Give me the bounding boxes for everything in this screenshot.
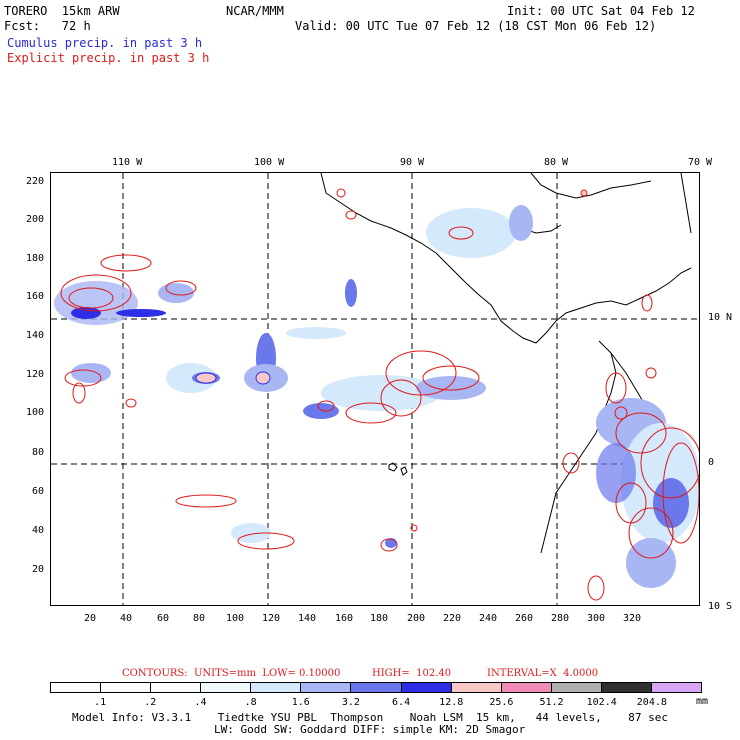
x-index-label: 140 bbox=[298, 613, 317, 624]
precip-map bbox=[50, 172, 700, 606]
y-index-label: 120 bbox=[25, 369, 44, 380]
y-index-label: 180 bbox=[25, 253, 44, 264]
y-index-label: 200 bbox=[25, 214, 44, 225]
x-index-label: 200 bbox=[407, 613, 426, 624]
init-time: Init: 00 UTC Sat 04 Feb 12 bbox=[507, 4, 695, 18]
x-index-label: 240 bbox=[479, 613, 498, 624]
x-index-label: 80 bbox=[193, 613, 206, 624]
lon-label: 70 W bbox=[688, 157, 713, 168]
x-index-label: 160 bbox=[335, 613, 354, 624]
x-index-label: 280 bbox=[551, 613, 570, 624]
x-index-label: 220 bbox=[443, 613, 462, 624]
legend-swatch bbox=[651, 683, 702, 692]
legend-swatch bbox=[251, 683, 302, 692]
legend-swatch bbox=[601, 683, 652, 692]
lat-label: 10 N bbox=[708, 312, 733, 323]
field-label-cumulus: Cumulus precip. in past 3 h bbox=[7, 36, 203, 50]
x-index-label: 120 bbox=[262, 613, 281, 624]
legend-label: 204.8 bbox=[636, 697, 667, 708]
legend-swatch bbox=[451, 683, 502, 692]
cumulus-precip-field bbox=[54, 189, 699, 588]
legend-swatch bbox=[301, 683, 352, 692]
y-index-label: 220 bbox=[25, 176, 44, 187]
x-index-label: 320 bbox=[623, 613, 642, 624]
legend-unit: mm bbox=[696, 696, 709, 707]
contours-high: HIGH= 102.40 bbox=[372, 668, 452, 679]
legend-label: .2 bbox=[144, 697, 157, 708]
lon-label: 100 W bbox=[254, 157, 285, 168]
model-info: Model Info: V3.3.1 Tiedtke YSU PBL Thomp… bbox=[72, 711, 669, 724]
lon-label: 110 W bbox=[112, 157, 143, 168]
x-index-label: 40 bbox=[120, 613, 133, 624]
legend-label: 6.4 bbox=[392, 697, 411, 708]
y-index-label: 140 bbox=[25, 330, 44, 341]
x-index-label: 180 bbox=[370, 613, 389, 624]
y-index-label: 80 bbox=[31, 447, 44, 458]
legend-swatch bbox=[201, 683, 252, 692]
legend-swatch bbox=[501, 683, 552, 692]
legend-label: .8 bbox=[244, 697, 257, 708]
valid-time: Valid: 00 UTC Tue 07 Feb 12 (18 CST Mon … bbox=[295, 19, 657, 33]
legend-label: 51.2 bbox=[539, 697, 564, 708]
org-label: NCAR/MMM bbox=[226, 4, 284, 18]
y-index-label: 160 bbox=[25, 291, 44, 302]
x-index-label: 300 bbox=[587, 613, 606, 624]
y-index-label: 60 bbox=[31, 486, 44, 497]
lat-label: 0 bbox=[708, 457, 715, 468]
legend-label: 25.6 bbox=[489, 697, 514, 708]
forecast-hour: Fcst: 72 h bbox=[4, 19, 91, 33]
contours-units: CONTOURS: UNITS=mm LOW= 0.10000 bbox=[122, 668, 341, 679]
legend-label: .1 bbox=[94, 697, 107, 708]
legend-swatch bbox=[401, 683, 452, 692]
contours-interval: INTERVAL=X 4.0000 bbox=[487, 668, 599, 679]
map-canvas bbox=[51, 173, 699, 605]
lat-label: 10 S bbox=[708, 601, 733, 612]
legend-swatch bbox=[351, 683, 402, 692]
legend-label: 12.8 bbox=[439, 697, 464, 708]
legend-swatch bbox=[101, 683, 152, 692]
color-legend bbox=[50, 682, 702, 693]
lon-label: 80 W bbox=[544, 157, 569, 168]
x-index-label: 260 bbox=[515, 613, 534, 624]
physics-info: LW: Godd SW: Goddard DIFF: simple KM: 2D… bbox=[214, 723, 526, 736]
y-index-label: 20 bbox=[31, 564, 44, 575]
lon-label: 90 W bbox=[400, 157, 425, 168]
field-label-explicit: Explicit precip. in past 3 h bbox=[7, 51, 210, 65]
legend-label: 1.6 bbox=[291, 697, 310, 708]
x-index-label: 100 bbox=[226, 613, 245, 624]
legend-swatch bbox=[551, 683, 602, 692]
explicit-precip-contours bbox=[60, 188, 699, 601]
y-index-label: 40 bbox=[31, 525, 44, 536]
legend-label: .4 bbox=[194, 697, 207, 708]
y-index-label: 100 bbox=[25, 407, 44, 418]
model-title: TORERO 15km ARW bbox=[4, 4, 120, 18]
legend-label: 3.2 bbox=[341, 697, 360, 708]
legend-swatch bbox=[151, 683, 202, 692]
x-index-label: 60 bbox=[157, 613, 170, 624]
legend-swatch bbox=[51, 683, 102, 692]
x-index-label: 20 bbox=[84, 613, 97, 624]
legend-label: 102.4 bbox=[586, 697, 617, 708]
